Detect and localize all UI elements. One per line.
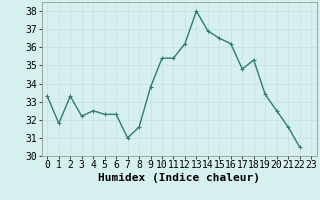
- X-axis label: Humidex (Indice chaleur): Humidex (Indice chaleur): [98, 173, 260, 183]
